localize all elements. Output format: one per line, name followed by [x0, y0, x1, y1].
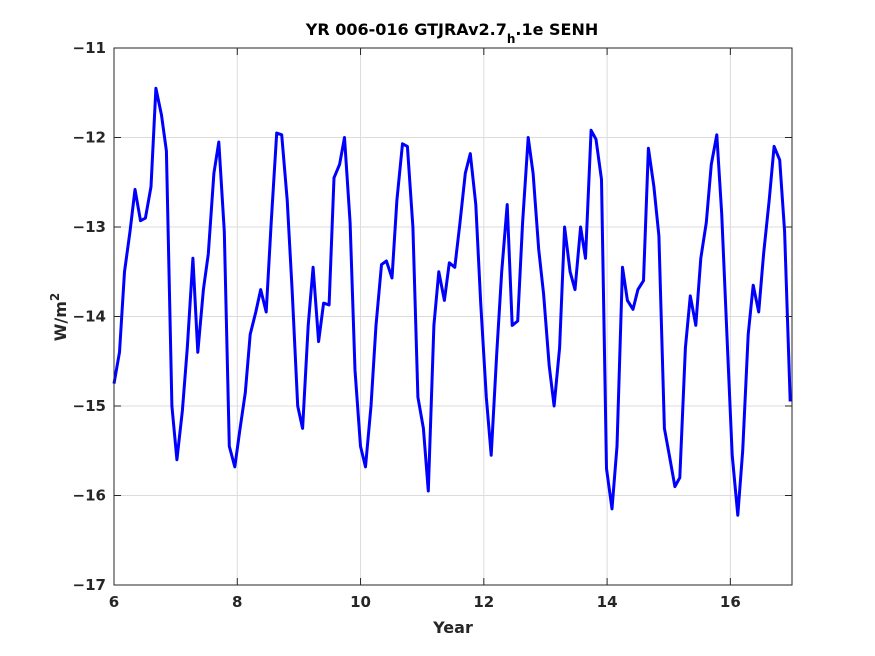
y-tick-label: −11: [73, 39, 106, 57]
y-tick-label: −17: [73, 576, 106, 594]
y-axis-label: W/m2: [48, 293, 70, 342]
x-tick-label: 10: [350, 593, 371, 611]
series-line: [112, 86, 792, 517]
chart-title-subscript: h: [507, 32, 516, 46]
y-tick-label: −16: [73, 487, 106, 505]
y-axis-label-main: W/m: [51, 301, 70, 341]
x-tick-label: 14: [597, 593, 618, 611]
y-axis-ticks: −17 −16 −15 −14 −13 −12 −11: [73, 39, 792, 594]
chart-title: YR 006-016 GTJRAv2.7h.1e SENH: [305, 20, 599, 46]
y-tick-label: −13: [73, 218, 106, 236]
x-tick-label: 8: [232, 593, 242, 611]
x-tick-label: 6: [109, 593, 119, 611]
x-axis-label: Year: [432, 618, 473, 637]
x-tick-label: 12: [473, 593, 494, 611]
chart-title-main: YR 006-016 GTJRAv2.7: [305, 20, 507, 39]
x-tick-label: 16: [720, 593, 741, 611]
y-tick-label: −14: [73, 308, 106, 326]
y-tick-label: −12: [73, 129, 106, 147]
y-axis-label-superscript: 2: [48, 293, 62, 301]
y-tick-label: −15: [73, 397, 106, 415]
chart-title-suffix: .1e SENH: [515, 20, 598, 39]
x-axis-ticks: 6 8 10 12 14 16: [109, 48, 741, 611]
